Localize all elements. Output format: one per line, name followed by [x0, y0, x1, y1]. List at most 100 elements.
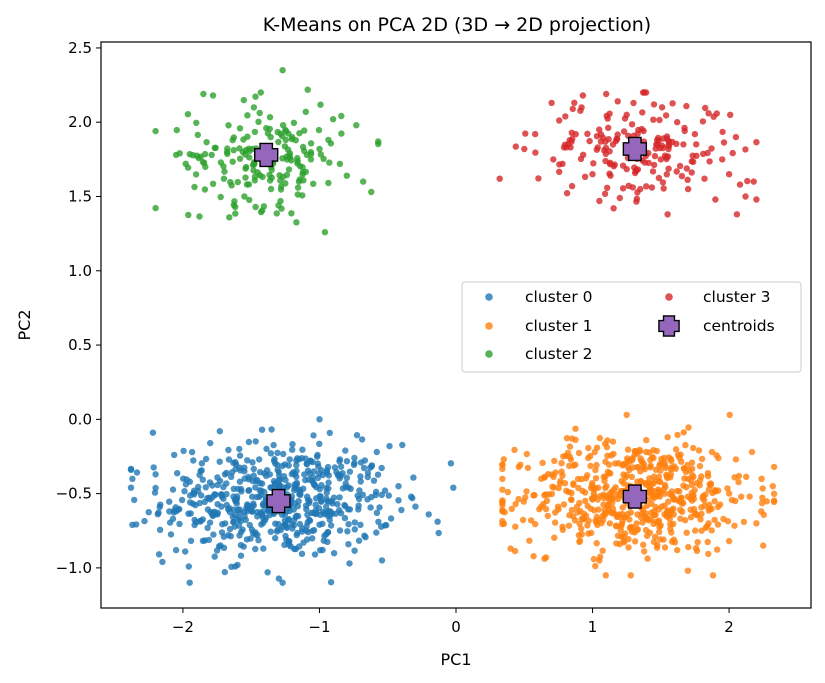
data-point: [690, 505, 698, 513]
data-point: [294, 184, 302, 191]
data-point: [304, 511, 311, 518]
data-point: [215, 543, 223, 550]
data-point: [708, 505, 715, 513]
data-point: [643, 502, 651, 510]
data-point: [610, 205, 617, 212]
data-point: [240, 96, 247, 104]
data-point: [623, 411, 630, 419]
data-point: [447, 460, 455, 467]
data-point: [181, 488, 188, 495]
data-point: [656, 523, 663, 531]
data-point: [556, 161, 563, 168]
data-point: [214, 501, 221, 508]
data-point: [669, 100, 676, 107]
data-point: [290, 469, 297, 476]
data-point: [602, 458, 609, 465]
data-point: [662, 483, 669, 490]
data-point: [725, 537, 733, 545]
data-point: [711, 516, 718, 524]
centroid-marker: [622, 484, 648, 509]
data-point: [650, 101, 658, 108]
series-cluster-0: [127, 416, 457, 586]
data-point: [532, 149, 539, 156]
data-point: [296, 543, 303, 550]
data-point: [237, 552, 245, 559]
data-point: [279, 579, 286, 586]
data-point: [517, 461, 524, 468]
data-point: [542, 491, 549, 498]
data-point: [647, 462, 654, 469]
data-point: [133, 469, 141, 476]
data-point: [551, 457, 558, 465]
data-point: [692, 545, 700, 552]
data-point: [361, 532, 368, 539]
data-point: [575, 449, 583, 457]
data-point: [667, 521, 674, 528]
data-point: [197, 467, 204, 475]
data-point: [274, 461, 281, 468]
data-point: [618, 533, 625, 540]
data-point: [285, 166, 293, 173]
data-point: [620, 128, 628, 135]
data-point: [305, 476, 313, 483]
data-point: [274, 526, 281, 533]
data-point: [558, 468, 565, 475]
data-point: [182, 548, 189, 555]
data-point: [399, 441, 406, 449]
data-point: [653, 544, 661, 551]
data-point: [606, 148, 613, 155]
data-point: [523, 450, 530, 458]
data-point: [242, 151, 249, 158]
data-point: [698, 473, 705, 480]
data-point: [560, 501, 568, 508]
x-axis: −2 −1 0 1 2: [172, 608, 734, 636]
data-point: [603, 90, 610, 98]
data-point: [674, 431, 681, 439]
data-point: [564, 141, 572, 148]
data-point: [604, 501, 612, 508]
data-point: [184, 111, 192, 118]
data-point: [508, 505, 515, 512]
centroid-layer: [254, 136, 648, 514]
data-point: [580, 510, 588, 517]
data-point: [698, 504, 705, 511]
data-point: [202, 484, 209, 491]
centroid-marker: [622, 136, 648, 162]
data-point: [652, 492, 660, 499]
data-point: [264, 569, 271, 576]
data-point: [613, 540, 620, 547]
data-point: [697, 516, 704, 523]
data-point: [207, 439, 214, 447]
data-point: [298, 528, 306, 535]
data-point: [360, 178, 367, 185]
data-point: [760, 511, 767, 518]
data-point: [172, 504, 179, 511]
data-point: [232, 203, 239, 211]
data-point: [221, 568, 228, 576]
data-point: [230, 518, 237, 526]
data-point: [709, 489, 716, 497]
data-point: [288, 157, 295, 164]
data-point: [586, 137, 593, 145]
data-point: [259, 173, 266, 181]
legend-label-cluster-1: cluster 1: [525, 317, 593, 335]
data-point: [578, 531, 585, 538]
data-point: [256, 456, 263, 463]
data-point: [593, 518, 600, 526]
data-point: [250, 167, 257, 174]
data-point: [306, 517, 314, 524]
data-point: [654, 519, 662, 526]
data-point: [252, 203, 259, 211]
data-point: [709, 572, 717, 579]
data-point: [668, 529, 675, 536]
data-point: [656, 528, 663, 536]
data-point: [303, 460, 310, 468]
data-point: [299, 446, 306, 453]
data-point: [283, 523, 290, 530]
data-point: [232, 210, 239, 217]
data-point: [548, 99, 555, 107]
data-point: [593, 133, 601, 140]
data-point: [589, 480, 596, 487]
data-point: [512, 143, 519, 150]
data-point: [576, 499, 583, 507]
